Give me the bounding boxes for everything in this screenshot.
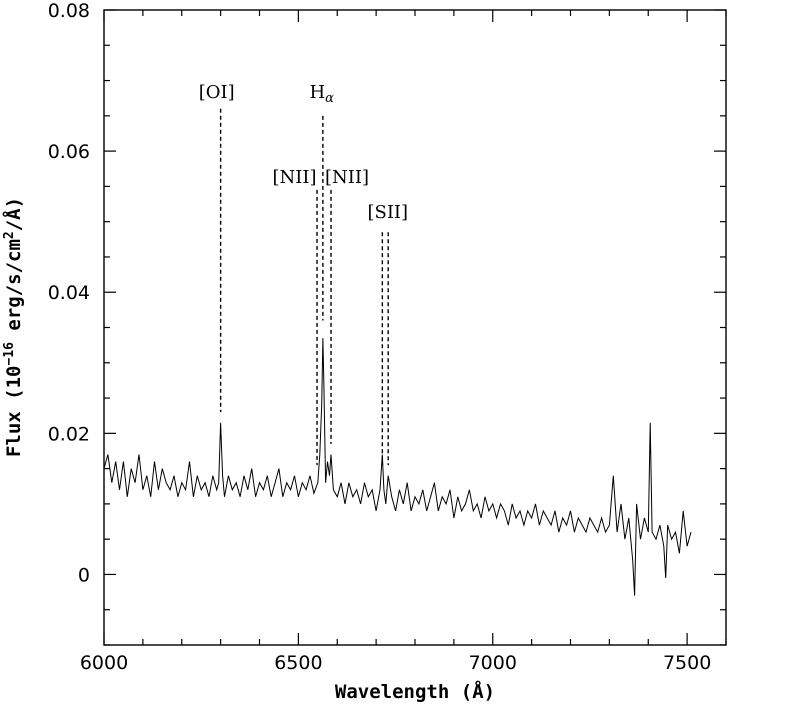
y-tick-label: 0.06 — [48, 141, 90, 163]
emission-line-label: Hα — [309, 82, 334, 106]
x-tick-label: 7000 — [469, 652, 517, 674]
x-axis-title: Wavelength (Å) — [335, 679, 495, 703]
y-tick-label: 0.02 — [48, 423, 90, 445]
y-tick-labels: 0 0.02 0.04 0.06 0.08 — [48, 0, 90, 586]
emission-line-label: [OI] — [199, 82, 235, 103]
axis-ticks — [103, 9, 727, 646]
y-tick-label: 0.08 — [48, 0, 90, 22]
spectrum-line — [103, 338, 692, 596]
x-tick-label: 7500 — [663, 652, 711, 674]
y-tick-label: 0 — [78, 564, 90, 586]
y-axis-title: Flux (10−16 erg/s/cm2/Å) — [1, 197, 25, 457]
x-tick-labels: 6000 6500 7000 7500 — [80, 652, 711, 674]
x-tick-label: 6000 — [80, 652, 128, 674]
emission-line-label: [NII] — [272, 167, 316, 188]
y-tick-label: 0.04 — [48, 282, 90, 304]
emission-line-label: [NII] — [325, 167, 369, 188]
emission-line-label: [SII] — [367, 202, 408, 223]
plot-frame — [103, 9, 727, 646]
x-tick-label: 6500 — [274, 652, 322, 674]
emission-line-markers: [OI] Hα [NII] [NII] [SII] — [199, 82, 408, 466]
